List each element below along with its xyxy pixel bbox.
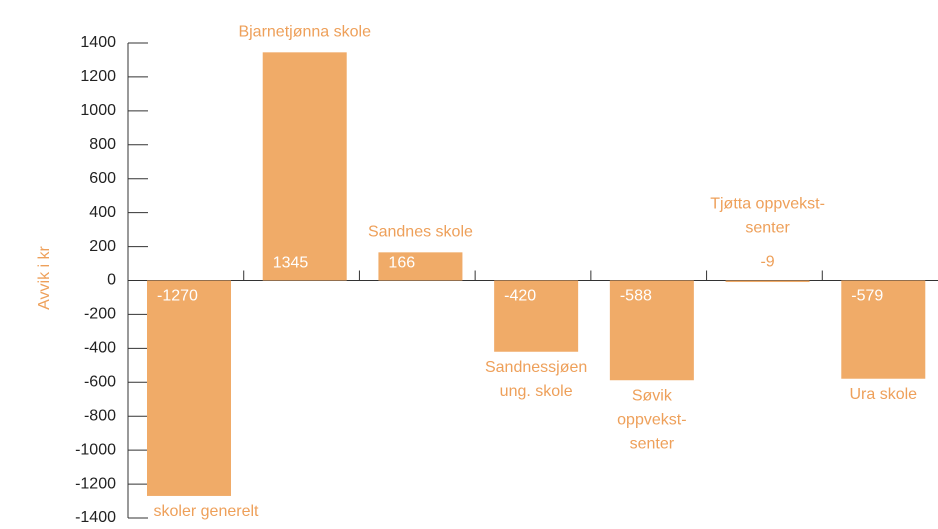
- y-tick-label: -600: [84, 374, 116, 391]
- category-label: Bjarnetjønna skole: [238, 24, 371, 41]
- y-tick-label: 1000: [80, 102, 116, 119]
- category-label: Ura skole: [849, 386, 917, 403]
- y-tick-label: -200: [84, 306, 116, 323]
- y-axis-label: Avvik i kr: [36, 245, 53, 309]
- y-tick-label: 1400: [80, 34, 116, 51]
- bar: [378, 252, 463, 281]
- bar: [841, 280, 926, 379]
- y-tick-label: 200: [89, 238, 116, 255]
- y-tick-label: -800: [84, 407, 116, 424]
- value-label: 1345: [273, 255, 309, 272]
- value-label: -588: [620, 288, 652, 305]
- value-label: -579: [851, 288, 883, 305]
- y-tick-label: 800: [89, 136, 116, 153]
- value-label: 166: [388, 255, 415, 272]
- category-label: senter: [630, 435, 675, 452]
- category-label: Søvik: [632, 387, 673, 404]
- y-tick-label: -1200: [75, 475, 116, 492]
- value-label: -1270: [157, 288, 198, 305]
- category-label: ung. skole: [500, 383, 573, 400]
- category-label: Tjøtta oppvekst-: [710, 196, 825, 213]
- category-label: Sandnessjøen: [485, 359, 587, 376]
- y-tick-label: 600: [89, 170, 116, 187]
- y-tick-label: 1200: [80, 68, 116, 85]
- bar: [725, 280, 810, 283]
- category-label: skoler generelt: [154, 503, 260, 520]
- category-label: senter: [745, 220, 790, 237]
- value-label: -420: [504, 288, 536, 305]
- bar: [609, 280, 694, 381]
- value-label: -9: [760, 254, 774, 271]
- bar: [494, 280, 579, 352]
- category-label: oppvekst-: [617, 411, 686, 428]
- y-tick-label: -1400: [75, 509, 116, 526]
- bar: [147, 280, 231, 496]
- category-label: Sandnes skole: [368, 224, 473, 241]
- y-tick-label: -1000: [75, 441, 116, 458]
- y-tick-label: 400: [89, 204, 116, 221]
- y-tick-label: 0: [107, 272, 116, 289]
- y-tick-label: -400: [84, 340, 116, 357]
- bar: [262, 52, 347, 281]
